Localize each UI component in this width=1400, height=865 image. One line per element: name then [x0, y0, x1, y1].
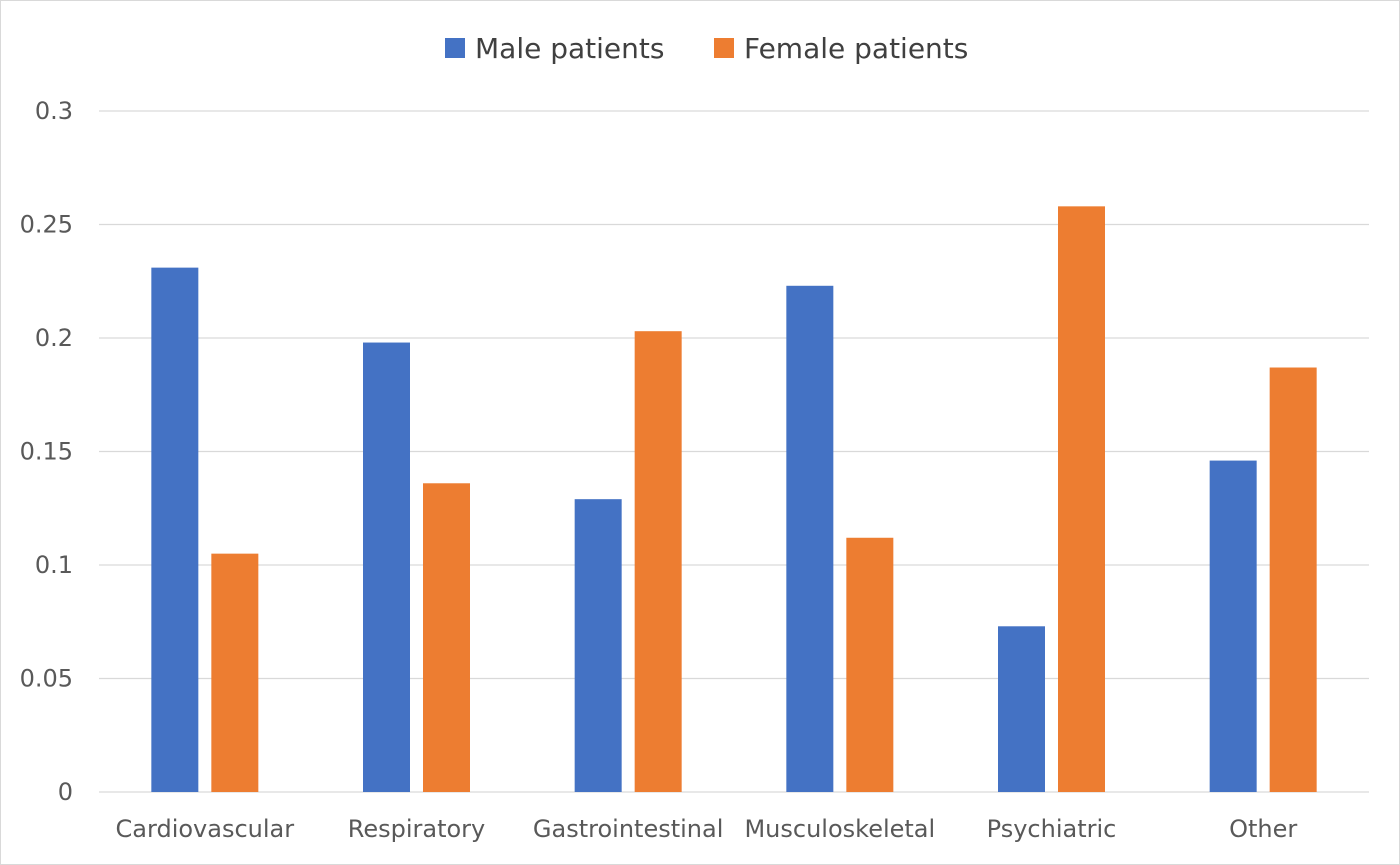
bar-male-musculoskeletal [786, 285, 834, 792]
y-tick-label: 0.25 [20, 211, 73, 239]
y-tick-label: 0.3 [35, 97, 73, 125]
bar-male-respiratory [363, 342, 410, 792]
bar-male-cardiovascular [151, 267, 199, 792]
bar-female-musculoskeletal [846, 537, 894, 792]
x-tick-label: Respiratory [348, 815, 486, 843]
legend: Male patients Female patients [445, 32, 968, 65]
x-tick-label: Musculoskeletal [744, 815, 935, 843]
bar-male-gastrointestinal [574, 499, 622, 792]
bar-female-gastrointestinal [634, 331, 682, 792]
bars [151, 206, 1317, 793]
x-tick-label: Gastrointestinal [533, 815, 723, 843]
y-tick-label: 0 [58, 778, 73, 806]
y-tick-label: 0.15 [20, 438, 73, 466]
y-axis-tick-labels: 0 0.05 0.1 0.15 0.2 0.25 0.3 [20, 97, 73, 806]
bar-female-respiratory [423, 483, 470, 792]
bar-female-cardiovascular [211, 553, 259, 792]
y-tick-label: 0.05 [20, 665, 73, 693]
bar-male-psychiatric [998, 626, 1045, 792]
bar-female-other [1269, 367, 1317, 792]
legend-label-female: Female patients [744, 32, 968, 65]
legend-swatch-male [445, 38, 465, 58]
bar-male-other [1209, 460, 1257, 792]
y-tick-label: 0.1 [35, 551, 73, 579]
x-tick-label: Cardiovascular [116, 815, 295, 843]
gridlines [99, 110, 1369, 793]
x-tick-label: Psychiatric [987, 815, 1117, 843]
x-axis-tick-labels: Cardiovascular Respiratory Gastrointestina… [116, 815, 1298, 843]
y-tick-label: 0.2 [35, 324, 73, 352]
legend-label-male: Male patients [475, 32, 664, 65]
legend-swatch-female [714, 38, 734, 58]
x-tick-label: Other [1229, 815, 1297, 843]
bar-female-psychiatric [1058, 206, 1105, 793]
